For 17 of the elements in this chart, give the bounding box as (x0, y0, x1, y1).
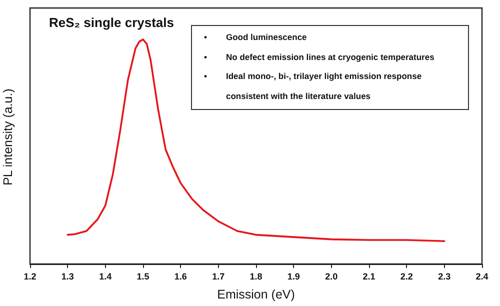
x-tick-label: 1.2 (24, 272, 36, 282)
y-axis-title: PL intensity (a.u.) (1, 88, 15, 186)
x-tick-label: 1.9 (287, 272, 300, 282)
text-box: • Good luminescence • No defect emission lines at cryogenic temperatures • Ideal mono-, bi-, trilayer light emission response consistent with the literature values (191, 25, 469, 110)
x-tick-label: 2.0 (325, 272, 338, 282)
x-tick-label: 1.6 (174, 272, 187, 282)
x-tick-label: 2.1 (362, 272, 376, 282)
x-tick-label: 2.3 (438, 272, 451, 282)
chart-title: ReS₂ single crystals (49, 15, 174, 30)
x-tick-label: 1.7 (212, 272, 225, 282)
x-tick-label: 2.4 (476, 272, 488, 282)
x-tick-label: 1.5 (136, 272, 150, 282)
x-tick-label: 2.2 (400, 272, 413, 282)
x-tick-label: 1.3 (61, 272, 74, 282)
x-tick-label: 1.8 (250, 272, 262, 282)
x-axis-title: Emission (eV) (217, 288, 295, 302)
x-tick-label: 1.4 (99, 272, 112, 282)
